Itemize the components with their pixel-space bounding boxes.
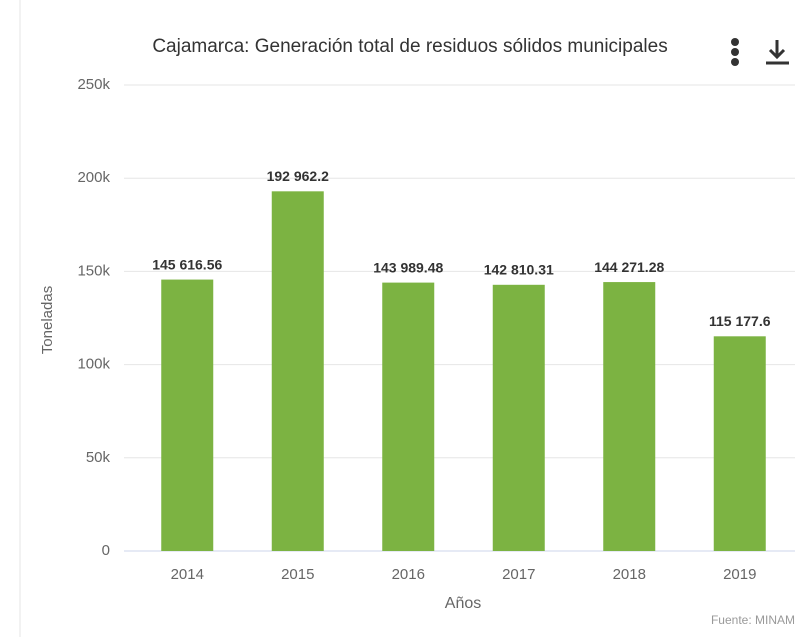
y-tick-label: 200k	[77, 169, 110, 186]
chart-title: Cajamarca: Generación total de residuos …	[152, 36, 667, 57]
data-label: 142 810.31	[484, 262, 554, 278]
y-tick-label: 150k	[77, 262, 110, 279]
bar	[271, 191, 324, 551]
bar	[382, 282, 435, 551]
data-label: 143 989.48	[373, 259, 443, 275]
data-label: 144 271.28	[594, 259, 664, 275]
y-tick-label: 100k	[77, 356, 110, 373]
y-tick-label: 0	[102, 542, 110, 559]
bar	[161, 279, 214, 551]
credits: Fuente: MINAM	[711, 613, 795, 627]
x-tick-label: 2018	[613, 566, 646, 583]
y-axis-label: Toneladas	[39, 286, 56, 354]
y-tick-label: 250k	[77, 76, 110, 93]
bar	[603, 282, 656, 551]
menu-button[interactable]	[731, 38, 739, 66]
bar	[492, 284, 545, 551]
x-tick-label: 2015	[281, 566, 314, 583]
data-label: 145 616.56	[152, 256, 222, 272]
x-axis-label: Años	[445, 595, 481, 612]
y-tick-label: 50k	[86, 449, 111, 466]
x-tick-label: 2019	[723, 566, 756, 583]
download-button[interactable]	[766, 40, 789, 65]
x-tick-label: 2017	[502, 566, 535, 583]
bar	[713, 336, 766, 551]
x-tick-label: 2014	[171, 566, 204, 583]
data-label: 115 177.6	[709, 313, 771, 329]
x-tick-label: 2016	[392, 566, 425, 583]
data-label: 192 962.2	[267, 168, 329, 184]
